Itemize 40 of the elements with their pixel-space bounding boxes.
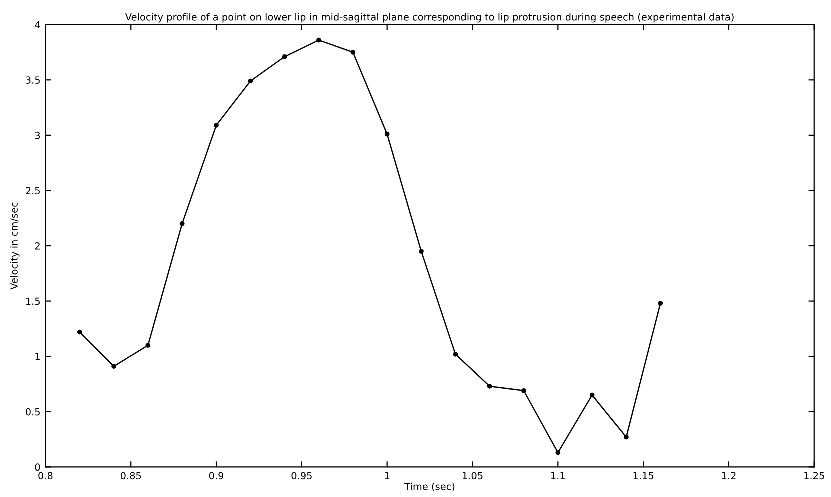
x-tick-label: 1.25 (804, 472, 824, 480)
chart-title: Velocity profile of a point on lower lip in mid-sagittal plane corresponding to lip protrusion during speech (experimental data) (125, 13, 734, 23)
point (146, 343, 151, 348)
point (384, 132, 390, 137)
point (77, 330, 82, 335)
y-axis-title: Velocity in cm/sec (10, 202, 20, 290)
point (112, 364, 116, 369)
y-tick-label: 1.5 (26, 298, 40, 306)
point (522, 388, 526, 394)
x-tick-label: 1.2 (722, 472, 736, 480)
point (487, 384, 492, 389)
x-axis-title: Time (sec) (404, 482, 455, 492)
point (350, 50, 356, 55)
x-tick-label: 1.15 (634, 472, 654, 480)
y-tick-label: 3.5 (26, 76, 40, 84)
y-tick-label: 0.5 (26, 408, 40, 416)
x-tick-label: 1.05 (462, 472, 483, 480)
x-tick-label: 1 (385, 472, 390, 480)
point (590, 392, 595, 398)
x-tick-label: 0.85 (120, 472, 142, 480)
y-tick-label: 3 (35, 132, 40, 140)
y-tick-label: 0 (35, 464, 40, 472)
point (282, 54, 288, 60)
x-tick-label: 0.95 (292, 472, 312, 480)
y-tick-label: 4 (35, 21, 40, 29)
y-tick-label: 2.5 (26, 187, 40, 195)
point (624, 434, 629, 440)
y-tick-label: 2 (35, 242, 40, 250)
point (180, 221, 185, 226)
x-tick-label: 0.9 (209, 472, 224, 480)
point (453, 352, 458, 357)
point (214, 123, 219, 128)
point (658, 301, 664, 306)
point (556, 450, 561, 456)
point (419, 249, 424, 254)
x-tick-label: 0.8 (38, 472, 53, 480)
point (248, 78, 254, 84)
point (316, 38, 322, 43)
y-tick-label: 1 (36, 353, 40, 360)
x-tick-label: 1.1 (551, 472, 565, 480)
